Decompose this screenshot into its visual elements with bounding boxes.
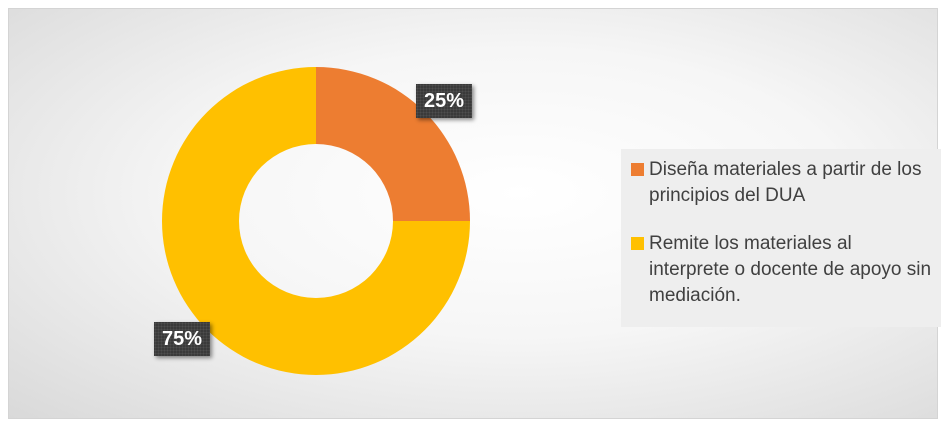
slice-data-label-remite: 75% bbox=[154, 322, 211, 356]
legend-swatch-remite bbox=[631, 237, 644, 250]
legend-label-diseña: Diseña materiales a partir de los princi… bbox=[649, 159, 922, 206]
legend-swatch-diseña bbox=[631, 163, 644, 176]
legend-label-remite: Remite los materiales al interprete o do… bbox=[649, 233, 932, 306]
chart-frame: 25% 75% Diseña materiales a partir de lo… bbox=[8, 8, 941, 419]
legend-item-remite: Remite los materiales al interprete o do… bbox=[631, 231, 937, 309]
donut-chart bbox=[162, 67, 470, 375]
donut-slice-diseña bbox=[316, 67, 470, 221]
legend-item-diseña: Diseña materiales a partir de los princi… bbox=[631, 157, 937, 209]
donut-slice-remite bbox=[162, 67, 470, 375]
chart-legend: Diseña materiales a partir de los princi… bbox=[621, 149, 941, 327]
slice-data-label-diseña: 25% bbox=[416, 84, 473, 118]
